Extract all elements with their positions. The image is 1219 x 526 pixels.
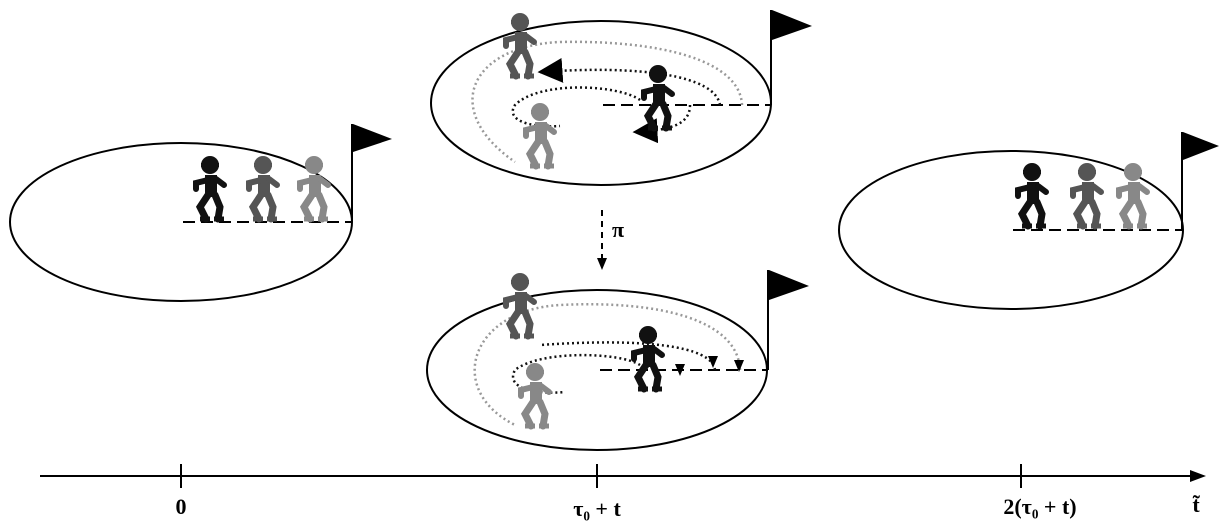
runner	[1018, 163, 1046, 226]
runner	[526, 103, 554, 166]
axis-label: t̃	[1192, 492, 1200, 517]
runner	[300, 156, 328, 219]
tick-label: 0	[176, 494, 187, 519]
runner	[506, 13, 534, 76]
runner	[521, 363, 549, 426]
track-mid-bottom	[427, 270, 809, 450]
tick-label: 2(τ₀ + t)	[1003, 494, 1076, 519]
runner	[249, 156, 277, 219]
runner	[196, 156, 224, 219]
track-end	[839, 132, 1219, 309]
runner	[634, 326, 662, 389]
runner	[644, 65, 672, 128]
track-start	[10, 124, 392, 301]
track-mid-top	[431, 10, 812, 185]
diagram: π 0 τ₀ + t 2(τ₀ + t) t̃	[0, 0, 1219, 526]
tick-label: τ₀ + t	[573, 496, 621, 521]
runner	[1119, 163, 1147, 226]
runner	[506, 273, 534, 336]
runner	[1073, 163, 1101, 226]
arrow-label: π	[612, 217, 624, 242]
time-axis: 0 τ₀ + t 2(τ₀ + t) t̃	[40, 464, 1206, 521]
permutation-arrow: π	[597, 210, 624, 270]
